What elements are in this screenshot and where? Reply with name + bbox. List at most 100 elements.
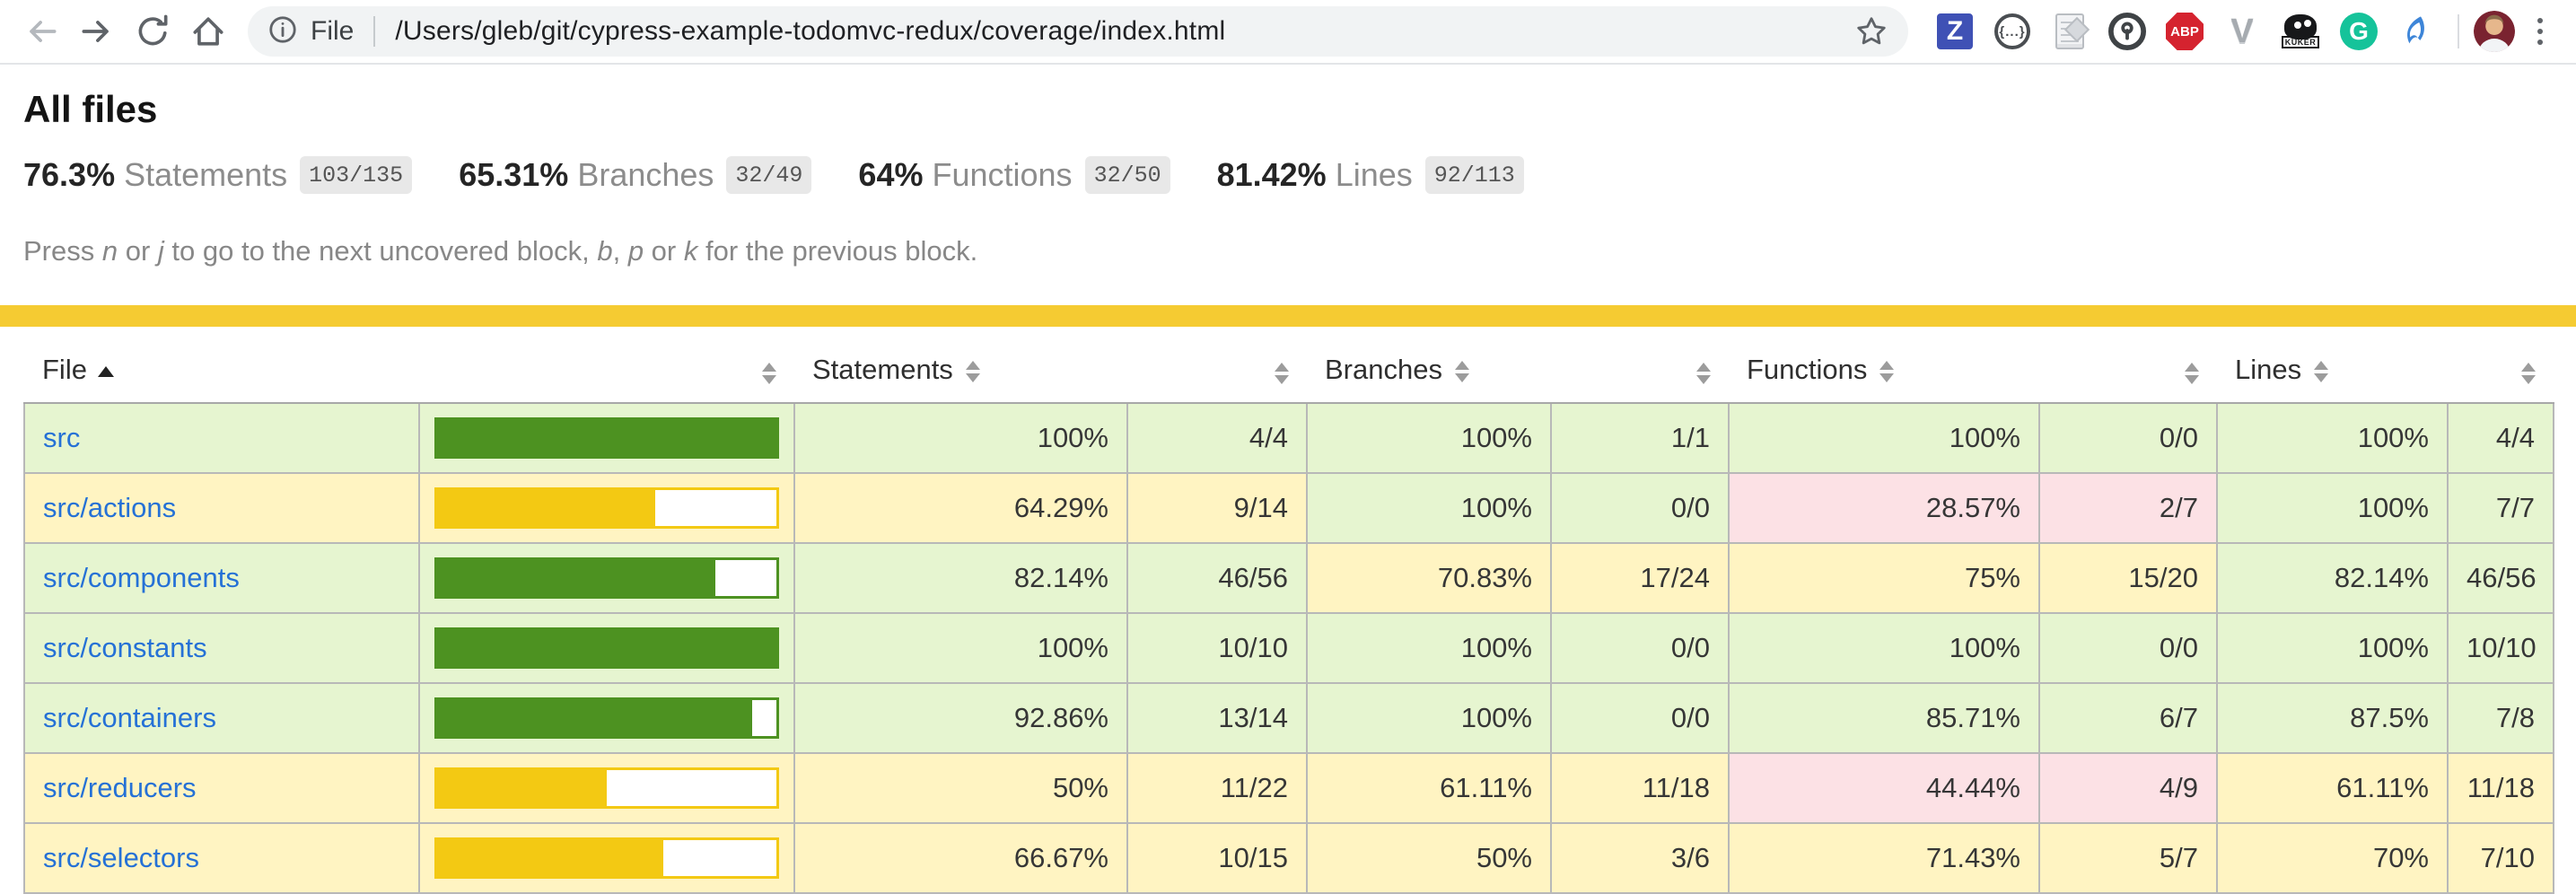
functions-frac-cell: 15/20 [2038, 542, 2218, 614]
coverage-bar-fill [437, 560, 716, 596]
vue-devtools-extension-icon[interactable]: V [2230, 13, 2254, 50]
functions-pct-cell: 100% [1728, 612, 2040, 684]
branches-frac-cell: 0/0 [1550, 472, 1730, 544]
branches-pct-cell: 61.11% [1306, 752, 1552, 824]
statements-pct-cell: 100% [793, 402, 1128, 474]
kebab-icon [2537, 29, 2543, 34]
json-viewer-extension-icon[interactable]: {...} [1993, 12, 2032, 51]
table-row: src 100% 4/4 100% 1/1 100% 0/0 100% 4/4 [23, 402, 2554, 474]
browser-menu-button[interactable] [2520, 12, 2560, 51]
onepassword-extension-icon[interactable] [2107, 12, 2147, 51]
page-title: All files [23, 88, 158, 130]
forward-arrow-icon [82, 21, 109, 42]
file-cell: src/reducers [23, 752, 420, 824]
lines-pct-cell: 100% [2216, 402, 2449, 474]
lines-fraction-badge: 92/113 [1424, 156, 1524, 194]
coverage-bar [434, 627, 779, 669]
statements-fraction-badge: 103/135 [300, 156, 413, 194]
document-icon [2055, 13, 2084, 49]
statements-pct-cell: 100% [793, 612, 1128, 684]
home-button[interactable] [183, 6, 233, 57]
header-functions-frac[interactable] [2039, 339, 2217, 404]
file-link[interactable]: src/reducers [43, 772, 197, 803]
functions-pct-cell: 75% [1728, 542, 2040, 614]
blue-flame-extension-icon[interactable] [2396, 12, 2436, 51]
functions-fraction-badge: 32/50 [1084, 156, 1170, 194]
header-branches-frac[interactable] [1551, 339, 1729, 404]
kuker-extension-icon[interactable]: KUKER [2280, 12, 2321, 51]
coverage-bar [434, 837, 779, 879]
branches-pct-cell: 100% [1306, 472, 1552, 544]
lines-pct-cell: 82.14% [2216, 542, 2449, 614]
grammarly-extension-icon[interactable]: G [2339, 12, 2379, 51]
bookmark-star-icon[interactable] [1854, 14, 1888, 48]
coverage-status-line [0, 305, 2576, 327]
reload-button[interactable] [127, 6, 178, 57]
header-lines[interactable]: Lines [2217, 339, 2448, 404]
statements-frac-cell: 4/4 [1126, 402, 1308, 474]
file-link[interactable]: src/actions [43, 492, 177, 523]
header-branches[interactable]: Branches [1307, 339, 1551, 404]
lines-pct-cell: 70% [2216, 822, 2449, 894]
branches-frac-cell: 1/1 [1550, 402, 1730, 474]
notes-extension-icon[interactable] [2050, 12, 2090, 51]
toolbar-divider [2458, 14, 2459, 48]
statements-label: Statements [124, 156, 288, 193]
back-button[interactable] [16, 6, 66, 57]
lines-label: Lines [1335, 156, 1413, 193]
lines-pct-cell: 100% [2216, 472, 2449, 544]
header-file[interactable]: File [24, 339, 419, 404]
table-row: src/selectors 66.67% 10/15 50% 3/6 71.43… [23, 822, 2554, 894]
functions-pct-cell: 71.43% [1728, 822, 2040, 894]
file-link[interactable]: src [43, 422, 81, 453]
avatar-photo [2474, 11, 2515, 52]
coverage-bar [434, 417, 779, 459]
coverage-bar-cell [418, 752, 795, 824]
lines-frac-cell: 4/4 [2447, 402, 2554, 474]
statements-pct-cell: 66.67% [793, 822, 1128, 894]
functions-frac-cell: 0/0 [2038, 612, 2218, 684]
header-statements[interactable]: Statements [794, 339, 1127, 404]
file-link[interactable]: src/selectors [43, 842, 199, 873]
zotero-extension-icon[interactable]: Z [1935, 12, 1975, 51]
file-cell: src/actions [23, 472, 420, 544]
sort-icon [1275, 363, 1289, 384]
statements-frac-cell: 10/15 [1126, 822, 1308, 894]
lines-pct-value: 81.42% [1216, 156, 1327, 193]
header-functions[interactable]: Functions [1729, 339, 2039, 404]
profile-avatar[interactable] [2474, 11, 2515, 52]
header-bar-column[interactable] [419, 339, 794, 404]
keyhole-icon [2108, 13, 2146, 50]
forward-button[interactable] [72, 6, 122, 57]
statements-frac-cell: 10/10 [1126, 612, 1308, 684]
functions-pct-cell: 100% [1728, 402, 2040, 474]
address-bar[interactable]: File /Users/gleb/git/cypress-example-tod… [248, 6, 1908, 57]
coverage-table-container: File Statements Branches Functions Lines… [0, 339, 2576, 894]
branches-frac-cell: 0/0 [1550, 682, 1730, 754]
adblock-plus-extension-icon[interactable]: ABP [2165, 12, 2204, 51]
branches-pct-cell: 70.83% [1306, 542, 1552, 614]
statements-frac-cell: 46/56 [1126, 542, 1308, 614]
file-cell: src/components [23, 542, 420, 614]
statements-frac-cell: 9/14 [1126, 472, 1308, 544]
branches-label: Branches [577, 156, 714, 193]
home-icon [193, 17, 223, 46]
sort-icon [965, 360, 980, 382]
url-text[interactable]: /Users/gleb/git/cypress-example-todomvc-… [395, 16, 1226, 46]
statements-pct-cell: 64.29% [793, 472, 1128, 544]
functions-label: Functions [932, 156, 1073, 193]
coverage-bar-fill [437, 840, 663, 876]
header-statements-frac[interactable] [1127, 339, 1307, 404]
sort-ascending-icon [97, 365, 114, 377]
header-lines-frac[interactable] [2448, 339, 2554, 404]
lines-frac-cell: 11/18 [2447, 752, 2554, 824]
file-link[interactable]: src/components [43, 562, 240, 593]
coverage-bar-cell [418, 542, 795, 614]
file-link[interactable]: src/containers [43, 702, 216, 733]
page-info-icon[interactable] [267, 14, 298, 49]
sort-icon [1879, 360, 1895, 382]
omnibox-divider [373, 16, 376, 47]
table-row: src/reducers 50% 11/22 61.11% 11/18 44.4… [23, 752, 2554, 824]
file-link[interactable]: src/constants [43, 632, 207, 663]
sort-icon [2185, 363, 2199, 384]
